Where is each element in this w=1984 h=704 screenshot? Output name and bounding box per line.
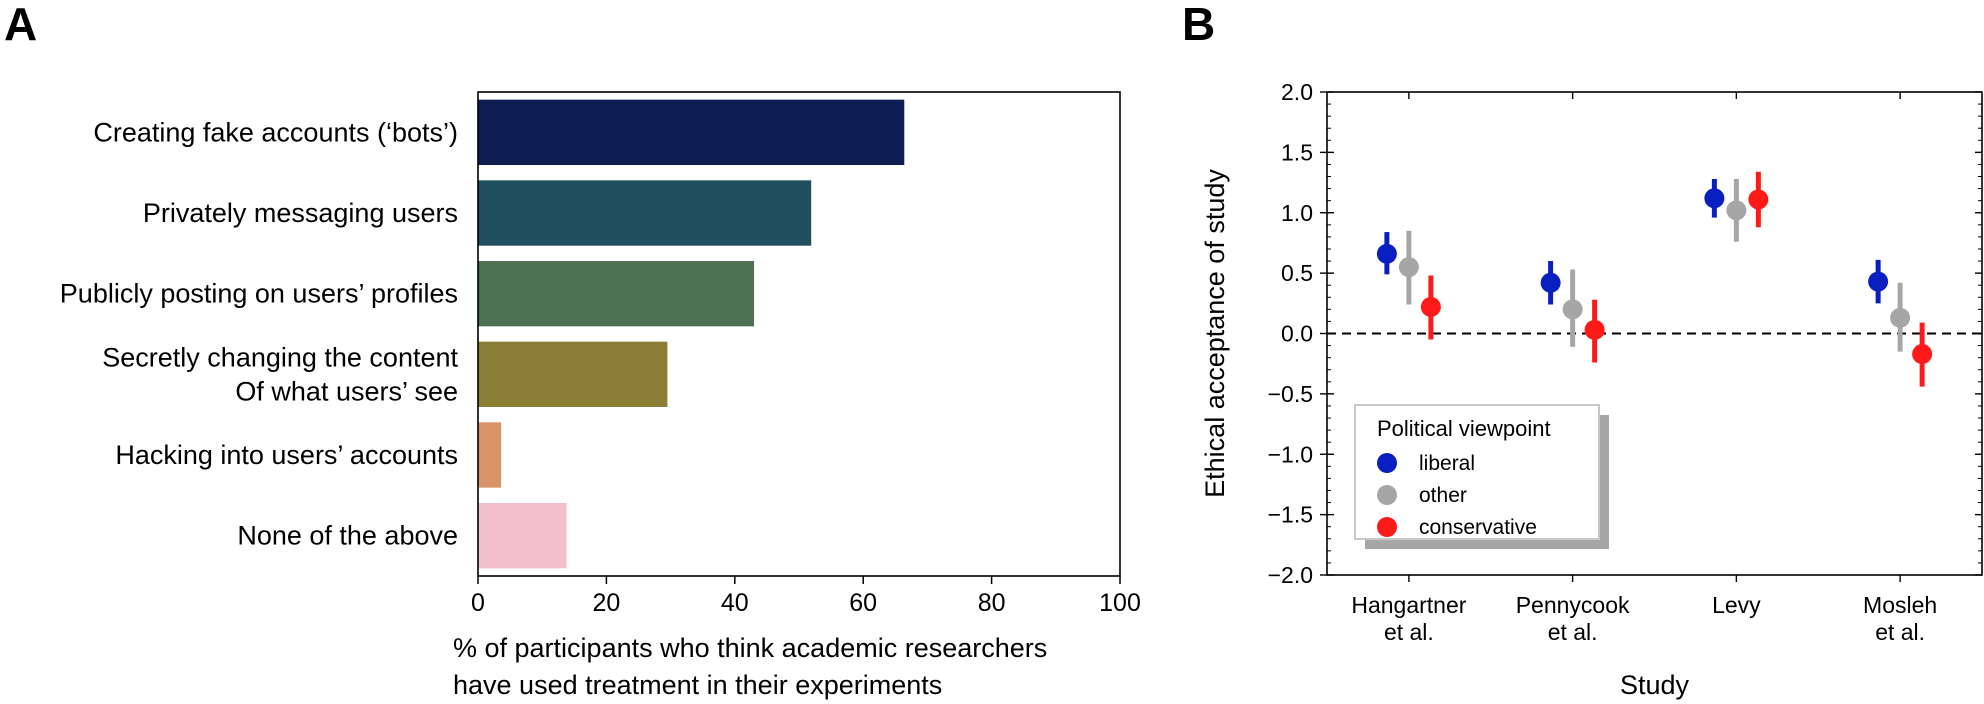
x-axis-title: have used treatment in their experiments [453, 670, 942, 700]
x-category-label: et al. [1384, 619, 1434, 645]
category-label: Publicly posting on users’ profiles [60, 279, 458, 309]
y-tick-label: −1.5 [1268, 502, 1313, 528]
plot-frame [477, 91, 1121, 577]
legend-marker [1377, 453, 1397, 473]
y-tick-label: 0.5 [1281, 260, 1313, 286]
legend-marker [1377, 485, 1397, 505]
y-tick-label: −0.5 [1268, 381, 1313, 407]
category-label: Secretly changing the content [102, 342, 458, 372]
data-point [1376, 243, 1397, 264]
panel-a-label: A [4, 0, 37, 50]
data-point [1890, 307, 1911, 328]
y-tick-label: 0.0 [1281, 321, 1313, 347]
x-category-label: Hangartner [1351, 592, 1466, 618]
data-point [1398, 257, 1419, 278]
legend-title: Political viewpoint [1377, 416, 1551, 441]
legend-entry: conservative [1419, 516, 1537, 539]
x-category-label: Pennycook [1516, 592, 1630, 618]
data-point [1748, 189, 1769, 210]
data-point [1420, 296, 1441, 317]
panel-b-label: B [1182, 0, 1215, 50]
bar [478, 99, 905, 166]
bar [478, 180, 812, 246]
legend-box [1354, 404, 1600, 540]
x-category-label: et al. [1548, 619, 1598, 645]
data-point [1912, 344, 1933, 365]
data-point [1540, 272, 1561, 293]
y-tick-label: 2.0 [1281, 79, 1313, 105]
x-tick-label: 40 [721, 589, 749, 617]
category-label: Creating fake accounts (‘bots’) [93, 117, 458, 147]
category-label: Of what users’ see [235, 376, 458, 406]
category-label: None of the above [237, 521, 458, 551]
y-axis-title: Ethical acceptance of study [1200, 169, 1230, 498]
bar [478, 502, 567, 569]
y-tick-label: −2.0 [1268, 562, 1313, 588]
x-category-label: Mosleh [1863, 592, 1937, 618]
x-category-label: Levy [1712, 592, 1761, 618]
legend-entry: other [1419, 484, 1467, 507]
bar-chart-panel-a: Creating fake accounts (‘bots’) Privately… [60, 91, 1141, 700]
x-tick-label: 60 [849, 589, 877, 617]
x-tick-label: 20 [592, 589, 620, 617]
legend-entry: liberal [1419, 452, 1475, 475]
data-point [1562, 299, 1583, 320]
category-label: Privately messaging users [143, 198, 458, 228]
data-point [1704, 188, 1725, 209]
bar [478, 341, 668, 408]
y-tick-label: −1.0 [1268, 441, 1313, 467]
data-point [1726, 200, 1747, 221]
bar [478, 260, 755, 327]
bar [478, 422, 502, 488]
x-tick-label: 0 [471, 589, 485, 617]
plot-frame [1326, 91, 1983, 576]
x-category-label: et al. [1875, 619, 1925, 645]
data-point [1584, 319, 1605, 340]
category-label: Hacking into users’ accounts [115, 440, 458, 470]
x-axis-title: % of participants who think academic res… [453, 633, 1047, 663]
x-tick-label: 80 [978, 589, 1006, 617]
legend-marker [1377, 517, 1397, 537]
y-tick-label: 1.5 [1281, 139, 1313, 165]
data-point [1868, 271, 1889, 292]
y-tick-label: 1.0 [1281, 200, 1313, 226]
dot-chart-panel-b: −2.0 −1.5 −1.0 −0.5 0.0 0.5 1.0 1.5 2.0 Hangartne… [1200, 79, 1983, 700]
x-tick-label: 100 [1099, 589, 1141, 617]
x-axis-title: Study [1620, 670, 1690, 700]
